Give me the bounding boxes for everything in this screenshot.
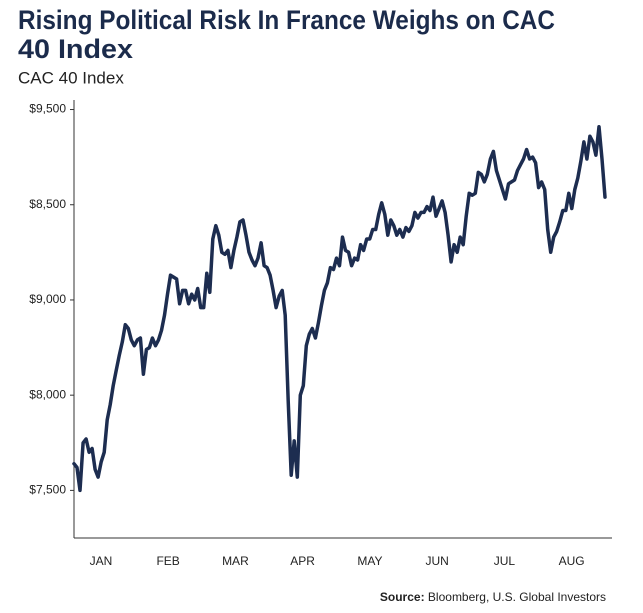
- x-tick-label: MAR: [222, 554, 249, 568]
- x-tick-label: JUN: [425, 554, 448, 568]
- x-tick-label: MAY: [357, 554, 382, 568]
- source-label: Source:: [380, 590, 425, 604]
- y-tick-label: $8,500: [29, 197, 66, 211]
- data-line: [72, 124, 607, 493]
- x-tick-label: JUL: [494, 554, 516, 568]
- y-tick-label: $7,500: [29, 483, 66, 497]
- chart-title: 40 Index: [18, 34, 133, 64]
- source-text: Bloomberg, U.S. Global Investors: [428, 590, 606, 604]
- x-tick-label: FEB: [156, 554, 179, 568]
- y-tick-label: $9,000: [29, 292, 66, 306]
- chart-subtitle: CAC 40 Index: [18, 68, 124, 87]
- x-tick-label: JAN: [90, 554, 113, 568]
- y-tick-label: $9,500: [29, 102, 66, 116]
- x-tick-label: AUG: [559, 554, 585, 568]
- chart-title: Rising Political Risk In France Weighs o…: [18, 5, 555, 35]
- source: Source: Bloomberg, U.S. Global Investors: [380, 590, 606, 604]
- x-tick-label: APR: [290, 554, 315, 568]
- y-tick-label: $8,000: [29, 387, 66, 401]
